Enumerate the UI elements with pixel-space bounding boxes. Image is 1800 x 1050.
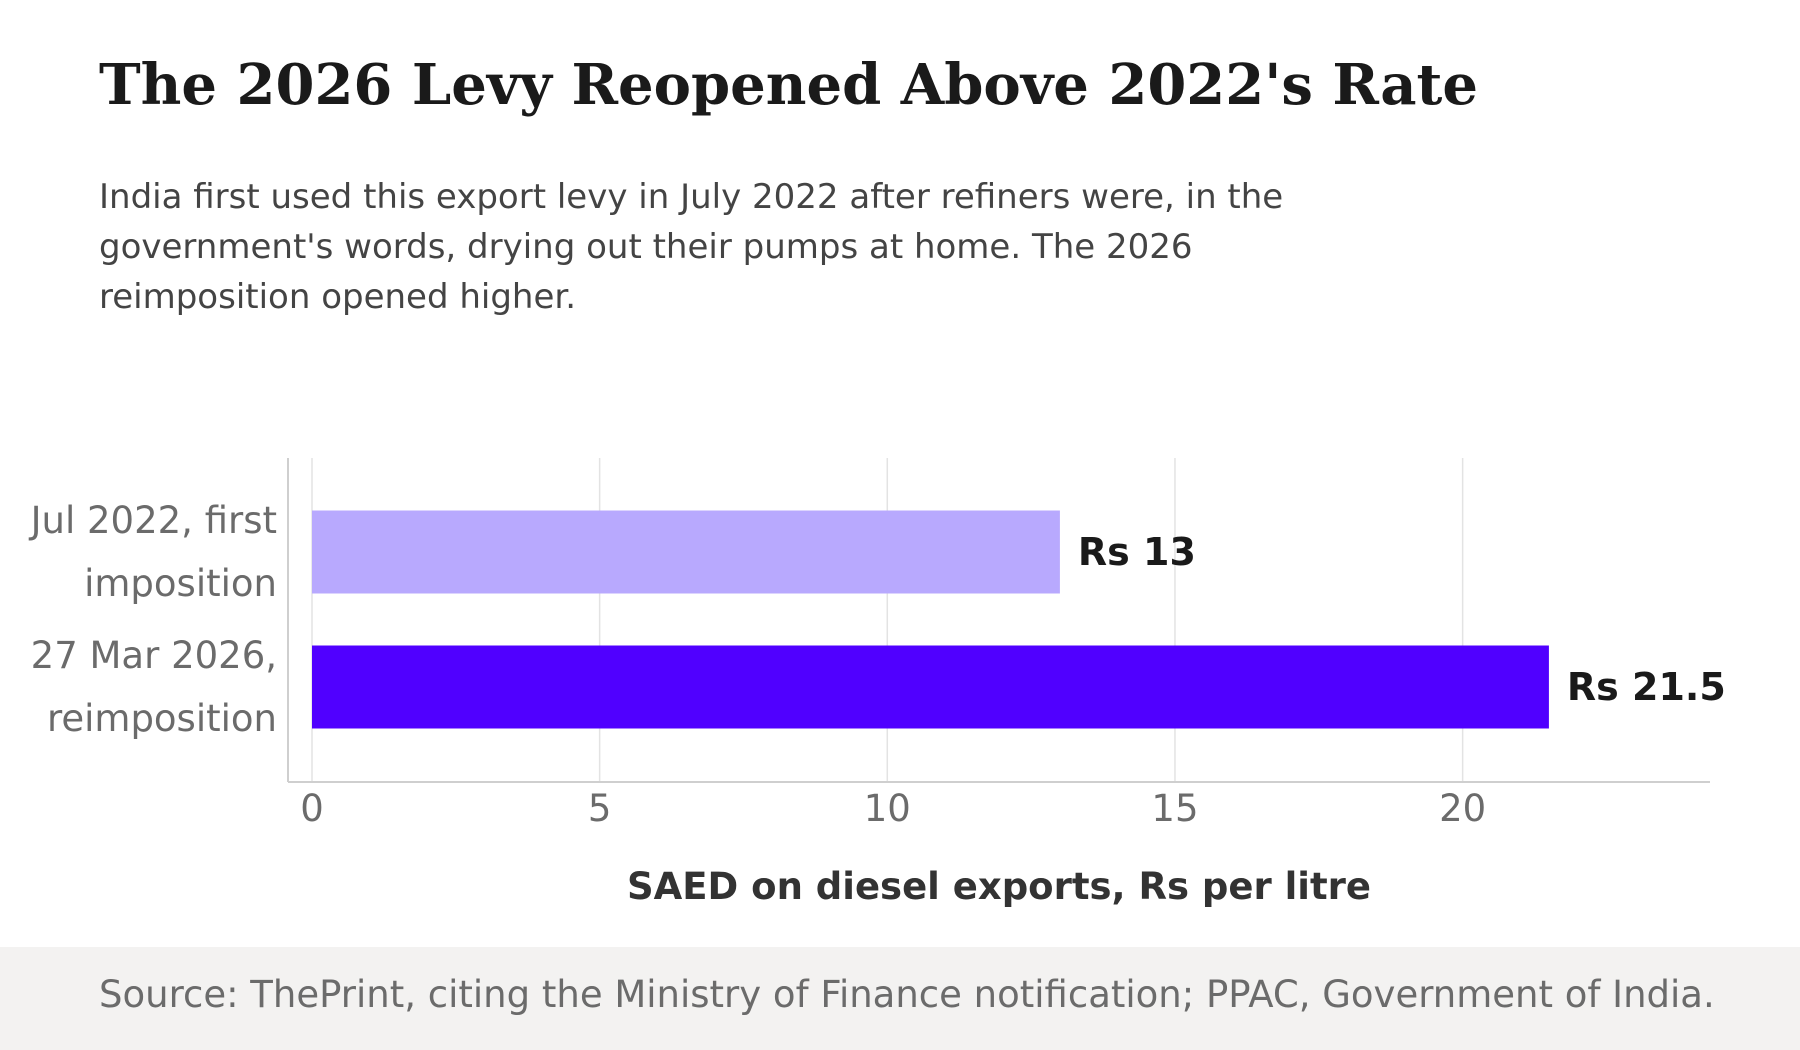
x-tick-label-20: 20 xyxy=(1439,787,1486,830)
x-tick-label-5: 5 xyxy=(588,787,612,830)
category-labels: Jul 2022, first imposition 27 Mar 2026, rei… xyxy=(29,499,277,740)
chart-subtitle: India first used this export levy in Jul… xyxy=(99,177,1284,317)
x-axis-label: SAED on diesel exports, Rs per litre xyxy=(627,865,1371,908)
footer-band xyxy=(0,947,1800,1050)
bar-value-label-1: Rs 21.5 xyxy=(1567,665,1726,709)
category-label-line: 27 Mar 2026, xyxy=(31,634,277,677)
axes xyxy=(287,458,1710,783)
source-note: Source: ThePrint, citing the Ministry of… xyxy=(99,973,1715,1016)
chart-title: The 2026 Levy Reopened Above 2022's Rate xyxy=(99,52,1478,118)
x-tick-labels: 0 5 10 15 20 xyxy=(300,787,1486,830)
bars xyxy=(312,510,1549,729)
category-label-line: Jul 2022, first xyxy=(29,499,277,542)
x-tick-label-10: 10 xyxy=(864,787,911,830)
x-tick-label-15: 15 xyxy=(1151,787,1198,830)
category-label-0: Jul 2022, first imposition xyxy=(29,499,277,605)
category-label-line: reimposition xyxy=(47,697,277,740)
category-label-line: imposition xyxy=(84,562,277,605)
bar-value-label-0: Rs 13 xyxy=(1078,530,1196,574)
x-tick-label-0: 0 xyxy=(300,787,324,830)
bar-labels: Rs 13 Rs 21.5 xyxy=(1078,530,1726,709)
bar-chart: Rs 13 Rs 21.5 0 5 10 15 20 Jul 2022, first imp… xyxy=(29,458,1726,908)
bar-1 xyxy=(312,645,1549,729)
bar-0 xyxy=(312,510,1060,594)
category-label-1: 27 Mar 2026, reimposition xyxy=(31,634,277,740)
gridlines xyxy=(311,458,1464,782)
